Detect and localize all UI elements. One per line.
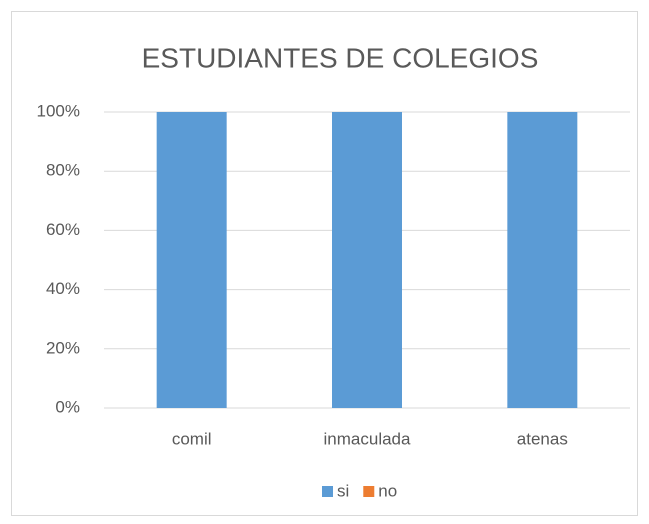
legend-swatch [322, 486, 333, 497]
y-tick-label: 80% [46, 161, 80, 180]
y-tick-label: 100% [37, 101, 80, 120]
y-tick-label: 0% [55, 397, 80, 416]
bar [332, 112, 402, 408]
chart-title: ESTUDIANTES DE COLEGIOS [142, 42, 539, 73]
y-tick-label: 40% [46, 279, 80, 298]
legend-label: si [337, 481, 349, 500]
x-tick-label: comil [172, 429, 212, 448]
legend-swatch [363, 486, 375, 497]
y-tick-label: 20% [46, 338, 80, 357]
bar [156, 112, 227, 408]
bar [507, 112, 578, 408]
legend-label: no [378, 481, 397, 500]
x-tick-label: atenas [517, 429, 568, 448]
y-tick-label: 60% [46, 220, 80, 239]
x-tick-label: inmaculada [324, 429, 411, 448]
